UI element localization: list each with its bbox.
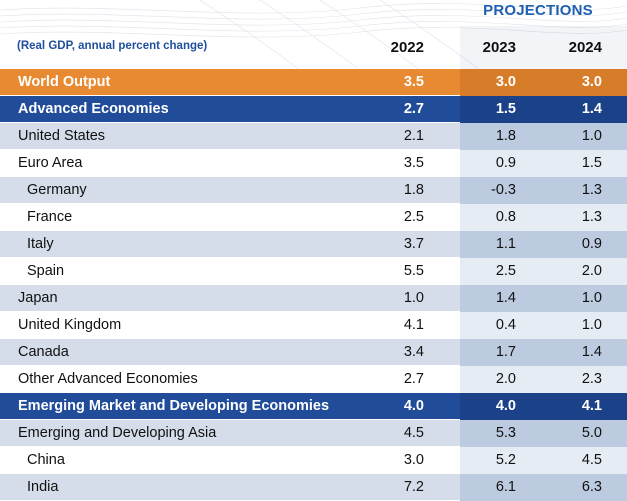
value-2023: 0.9 bbox=[495, 155, 516, 171]
value-2023: 1.7 bbox=[495, 344, 516, 360]
value-2022: 3.7 bbox=[403, 236, 424, 252]
table-row-euro-area: Euro Area 3.5 0.9 1.5 bbox=[0, 150, 627, 177]
row-label: Japan bbox=[18, 290, 58, 306]
value-2023: -0.3 bbox=[491, 182, 516, 198]
value-2022: 5.5 bbox=[403, 263, 424, 279]
table-row-united-states: United States 2.1 1.8 1.0 bbox=[0, 123, 627, 150]
row-label: Germany bbox=[27, 182, 87, 198]
column-header-2022: 2022 bbox=[390, 39, 424, 56]
row-label: India bbox=[27, 479, 59, 495]
value-2024: 4.5 bbox=[581, 452, 602, 468]
value-2023: 4.0 bbox=[495, 398, 516, 414]
gdp-table: World Output 3.5 3.0 3.0 Advanced Econom… bbox=[0, 69, 627, 501]
value-2024: 1.0 bbox=[581, 128, 602, 144]
value-2024: 0.9 bbox=[581, 236, 602, 252]
value-2022: 2.7 bbox=[403, 101, 424, 117]
value-2022: 7.2 bbox=[403, 479, 424, 495]
row-label: Spain bbox=[27, 263, 65, 279]
row-label: United States bbox=[18, 128, 106, 144]
value-2023: 1.5 bbox=[495, 101, 516, 117]
value-2024: 1.4 bbox=[581, 344, 602, 360]
column-header-2024: 2024 bbox=[568, 39, 602, 56]
value-2024: 5.0 bbox=[581, 425, 602, 441]
value-2024: 1.0 bbox=[581, 290, 602, 306]
row-label: United Kingdom bbox=[18, 317, 122, 333]
value-2024: 2.3 bbox=[581, 371, 602, 387]
value-2024: 3.0 bbox=[581, 74, 602, 90]
table-row-india: India 7.2 6.1 6.3 bbox=[0, 474, 627, 501]
value-2022: 2.1 bbox=[403, 128, 424, 144]
projections-label: PROJECTIONS bbox=[483, 2, 593, 19]
table-row-germany: Germany 1.8 -0.3 1.3 bbox=[0, 177, 627, 204]
row-label: Emerging Market and Developing Economies bbox=[18, 398, 330, 414]
value-2022: 1.0 bbox=[403, 290, 424, 306]
value-2022: 4.5 bbox=[403, 425, 424, 441]
row-label: Emerging and Developing Asia bbox=[18, 425, 217, 441]
table-row-spain: Spain 5.5 2.5 2.0 bbox=[0, 258, 627, 285]
value-2023: 2.5 bbox=[495, 263, 516, 279]
value-2022: 3.4 bbox=[403, 344, 424, 360]
row-label: Advanced Economies bbox=[18, 101, 169, 117]
value-2022: 4.0 bbox=[403, 398, 424, 414]
table-row-canada: Canada 3.4 1.7 1.4 bbox=[0, 339, 627, 366]
value-2023: 5.2 bbox=[495, 452, 516, 468]
value-2023: 1.4 bbox=[495, 290, 516, 306]
value-2022: 3.0 bbox=[403, 452, 424, 468]
row-label: China bbox=[27, 452, 65, 468]
value-2024: 6.3 bbox=[581, 479, 602, 495]
value-2023: 6.1 bbox=[495, 479, 516, 495]
table-row-japan: Japan 1.0 1.4 1.0 bbox=[0, 285, 627, 312]
table-row-emerging-market-developing: Emerging Market and Developing Economies… bbox=[0, 393, 627, 420]
value-2024: 1.3 bbox=[581, 209, 602, 225]
value-2022: 2.5 bbox=[403, 209, 424, 225]
value-2024: 1.0 bbox=[581, 317, 602, 333]
value-2024: 4.1 bbox=[581, 398, 602, 414]
table-row-world-output: World Output 3.5 3.0 3.0 bbox=[0, 69, 627, 96]
value-2022: 3.5 bbox=[403, 74, 424, 90]
value-2023: 2.0 bbox=[495, 371, 516, 387]
table-row-united-kingdom: United Kingdom 4.1 0.4 1.0 bbox=[0, 312, 627, 339]
table-row-advanced-economies: Advanced Economies 2.7 1.5 1.4 bbox=[0, 96, 627, 123]
row-label: Euro Area bbox=[18, 155, 83, 171]
value-2023: 0.4 bbox=[495, 317, 516, 333]
row-label: Other Advanced Economies bbox=[18, 371, 198, 387]
column-header-2023: 2023 bbox=[482, 39, 516, 56]
value-2023: 1.1 bbox=[495, 236, 516, 252]
value-2022: 2.7 bbox=[403, 371, 424, 387]
value-2023: 0.8 bbox=[495, 209, 516, 225]
value-2023: 3.0 bbox=[495, 74, 516, 90]
value-2024: 1.3 bbox=[581, 182, 602, 198]
row-label: Canada bbox=[18, 344, 69, 360]
value-2022: 3.5 bbox=[403, 155, 424, 171]
table-row-other-advanced-economies: Other Advanced Economies 2.7 2.0 2.3 bbox=[0, 366, 627, 393]
value-2024: 2.0 bbox=[581, 263, 602, 279]
value-2023: 5.3 bbox=[495, 425, 516, 441]
table-row-china: China 3.0 5.2 4.5 bbox=[0, 447, 627, 474]
table-row-italy: Italy 3.7 1.1 0.9 bbox=[0, 231, 627, 258]
table-row-emerging-developing-asia: Emerging and Developing Asia 4.5 5.3 5.0 bbox=[0, 420, 627, 447]
value-2022: 4.1 bbox=[403, 317, 424, 333]
row-label: France bbox=[27, 209, 73, 225]
value-2024: 1.5 bbox=[581, 155, 602, 171]
value-2024: 1.4 bbox=[581, 101, 602, 117]
row-label: Italy bbox=[27, 236, 54, 252]
value-2022: 1.8 bbox=[403, 182, 424, 198]
row-label: World Output bbox=[18, 74, 111, 90]
value-2023: 1.8 bbox=[495, 128, 516, 144]
unit-note: (Real GDP, annual percent change) bbox=[17, 40, 208, 52]
table-row-france: France 2.5 0.8 1.3 bbox=[0, 204, 627, 231]
